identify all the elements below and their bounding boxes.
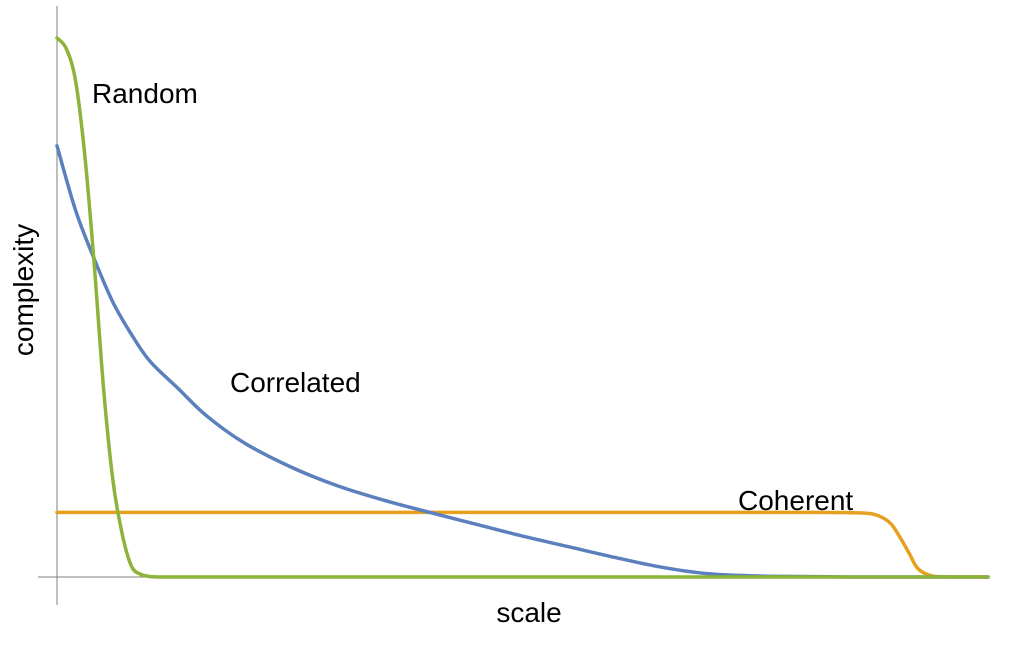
- series-line-random: [55, 36, 990, 579]
- series-layer: [55, 36, 990, 579]
- x-axis-label: scale: [496, 597, 561, 628]
- series-line-coherent: [55, 510, 990, 579]
- series-label-random: Random: [92, 78, 198, 109]
- series-label-coherent: Coherent: [738, 485, 853, 516]
- y-axis-label: complexity: [8, 224, 39, 356]
- series-label-correlated: Correlated: [230, 367, 361, 398]
